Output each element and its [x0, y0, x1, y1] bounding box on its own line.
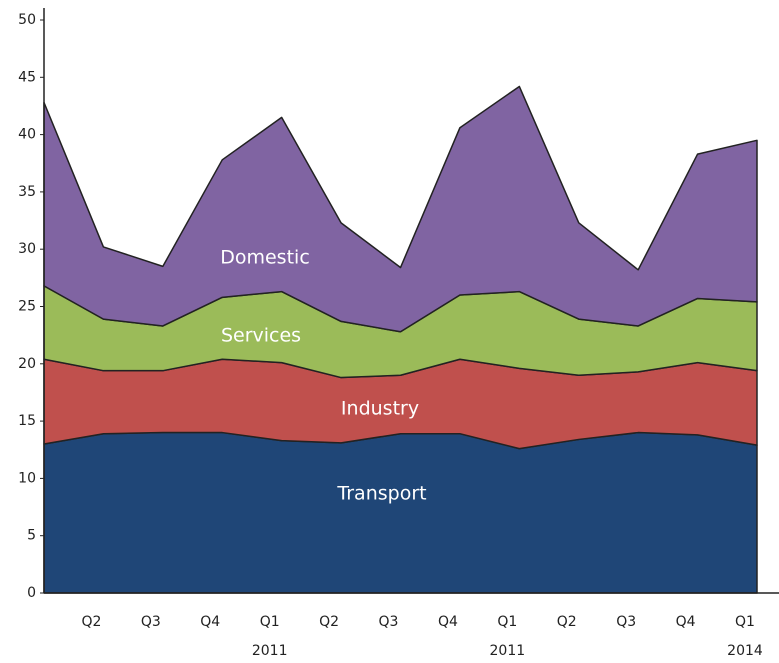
y-tick-label: 35: [18, 184, 36, 200]
series-label: Domestic: [220, 247, 310, 269]
x-tick-label: Q2: [81, 614, 101, 630]
x-tick-label: Q2: [557, 614, 577, 630]
x-year-label: 2014: [727, 643, 763, 659]
y-tick-label: 0: [27, 585, 36, 601]
x-year-label: 2011: [252, 643, 288, 659]
x-tick-label: Q1: [260, 614, 280, 630]
x-year-label: 2011: [490, 643, 526, 659]
area: [43, 431, 758, 594]
y-tick-label: 5: [27, 528, 36, 544]
y-tick-label: 50: [18, 12, 36, 28]
x-tick-label: Q3: [616, 614, 636, 630]
area: [43, 85, 758, 333]
series-label: Industry: [341, 398, 419, 420]
y-tick-label: 15: [18, 413, 36, 429]
x-tick-label: Q1: [497, 614, 517, 630]
y-tick-label: 10: [18, 470, 36, 486]
x-tick-label: Q3: [141, 614, 161, 630]
x-tick-label: Q2: [319, 614, 339, 630]
x-tick-label: Q4: [676, 614, 696, 630]
y-tick-label: 45: [18, 69, 36, 85]
x-tick-label: Q1: [735, 614, 755, 630]
x-tick-label: Q4: [200, 614, 220, 630]
y-tick-label: 25: [18, 299, 36, 315]
series-label: Transport: [336, 483, 426, 505]
series-label: Services: [221, 325, 301, 347]
x-tick-label: Q4: [438, 614, 458, 630]
y-tick-label: 30: [18, 241, 36, 257]
y-tick-label: 20: [18, 356, 36, 372]
y-tick-label: 40: [18, 127, 36, 143]
x-tick-label: Q3: [379, 614, 399, 630]
